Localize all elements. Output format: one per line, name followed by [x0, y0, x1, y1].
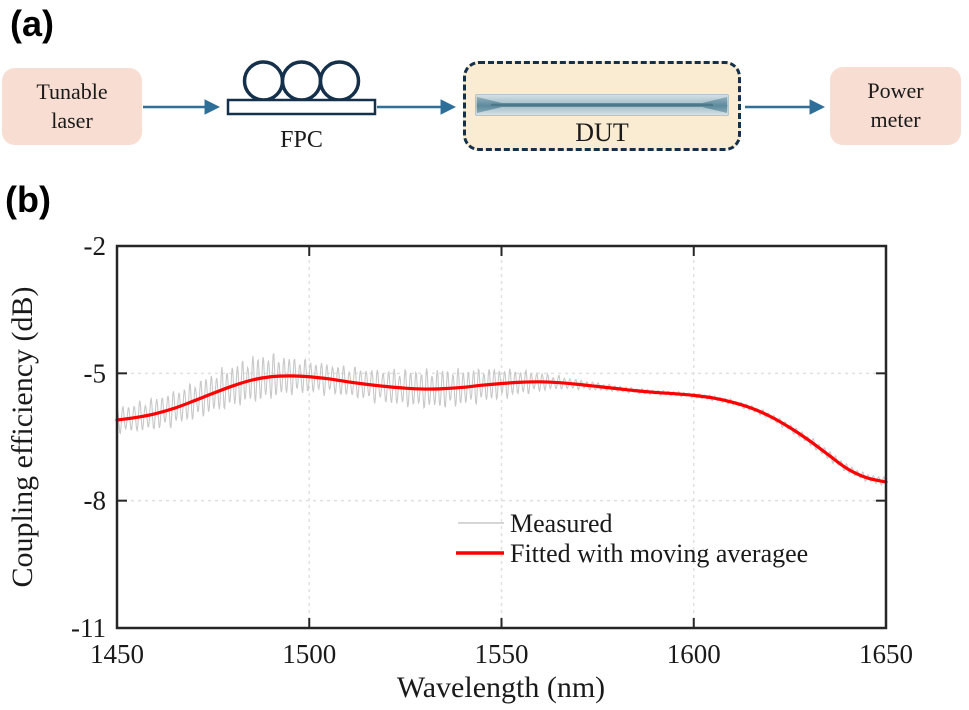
dut-photo	[475, 94, 729, 116]
x-tick-label: 1500	[282, 639, 336, 669]
x-axis-label: Wavelength (nm)	[397, 671, 605, 704]
legend-measured-label: Measured	[510, 509, 613, 538]
fitted-series-line	[115, 374, 888, 484]
measured-series-line	[116, 353, 886, 487]
chart-gridlines	[117, 246, 886, 628]
fpc-label: FPC	[280, 127, 323, 153]
panel-a-label: (a)	[10, 3, 54, 44]
y-tick-label: -5	[84, 358, 107, 388]
y-axis-label: Coupling efficiency (dB)	[6, 286, 39, 587]
power-meter-label-line1: Power	[867, 78, 924, 104]
tunable-laser-box: Tunable laser	[2, 68, 142, 145]
power-meter-label: Power meter	[867, 77, 923, 134]
chart-tick-labels: 1450 1500 1550 1600 1650 -2 -5 -8 -11	[71, 231, 913, 669]
dut-label: DUT	[575, 118, 629, 147]
tunable-laser-label-line1: Tunable	[36, 78, 108, 104]
x-tick-label: 1550	[475, 639, 529, 669]
coupling-efficiency-chart: 1450 1500 1550 1600 1650 -2 -5 -8 -11 Wavelength…	[6, 231, 913, 704]
chart-series	[115, 353, 888, 487]
chart-axes	[115, 244, 888, 630]
fpc-base-bar	[226, 98, 377, 116]
chart-legend: Measured Fitted with moving averagee	[456, 509, 808, 568]
fpc-loop-1	[242, 60, 285, 102]
setup-diagram-graphics	[143, 60, 826, 116]
power-meter-label-line2: meter	[870, 107, 921, 132]
fpc-coil-icon	[226, 60, 377, 116]
power-meter-box: Power meter	[830, 67, 961, 145]
tunable-laser-label: Tunable laser	[36, 78, 107, 135]
fpc-loop-3	[318, 60, 361, 102]
tunable-laser-label-line2: laser	[51, 107, 93, 133]
fpc-loop-2	[280, 60, 323, 102]
legend-fitted-label: Fitted with moving averagee	[510, 539, 808, 568]
x-tick-label: 1450	[90, 639, 144, 669]
panel-b-label: (b)	[5, 179, 51, 220]
dut-photo-fiber-waist	[491, 103, 713, 107]
x-tick-label: 1600	[667, 639, 721, 669]
y-tick-label: -11	[71, 613, 106, 643]
y-tick-label: -2	[84, 231, 107, 261]
y-tick-label: -8	[84, 486, 107, 516]
x-tick-label: 1650	[859, 639, 913, 669]
